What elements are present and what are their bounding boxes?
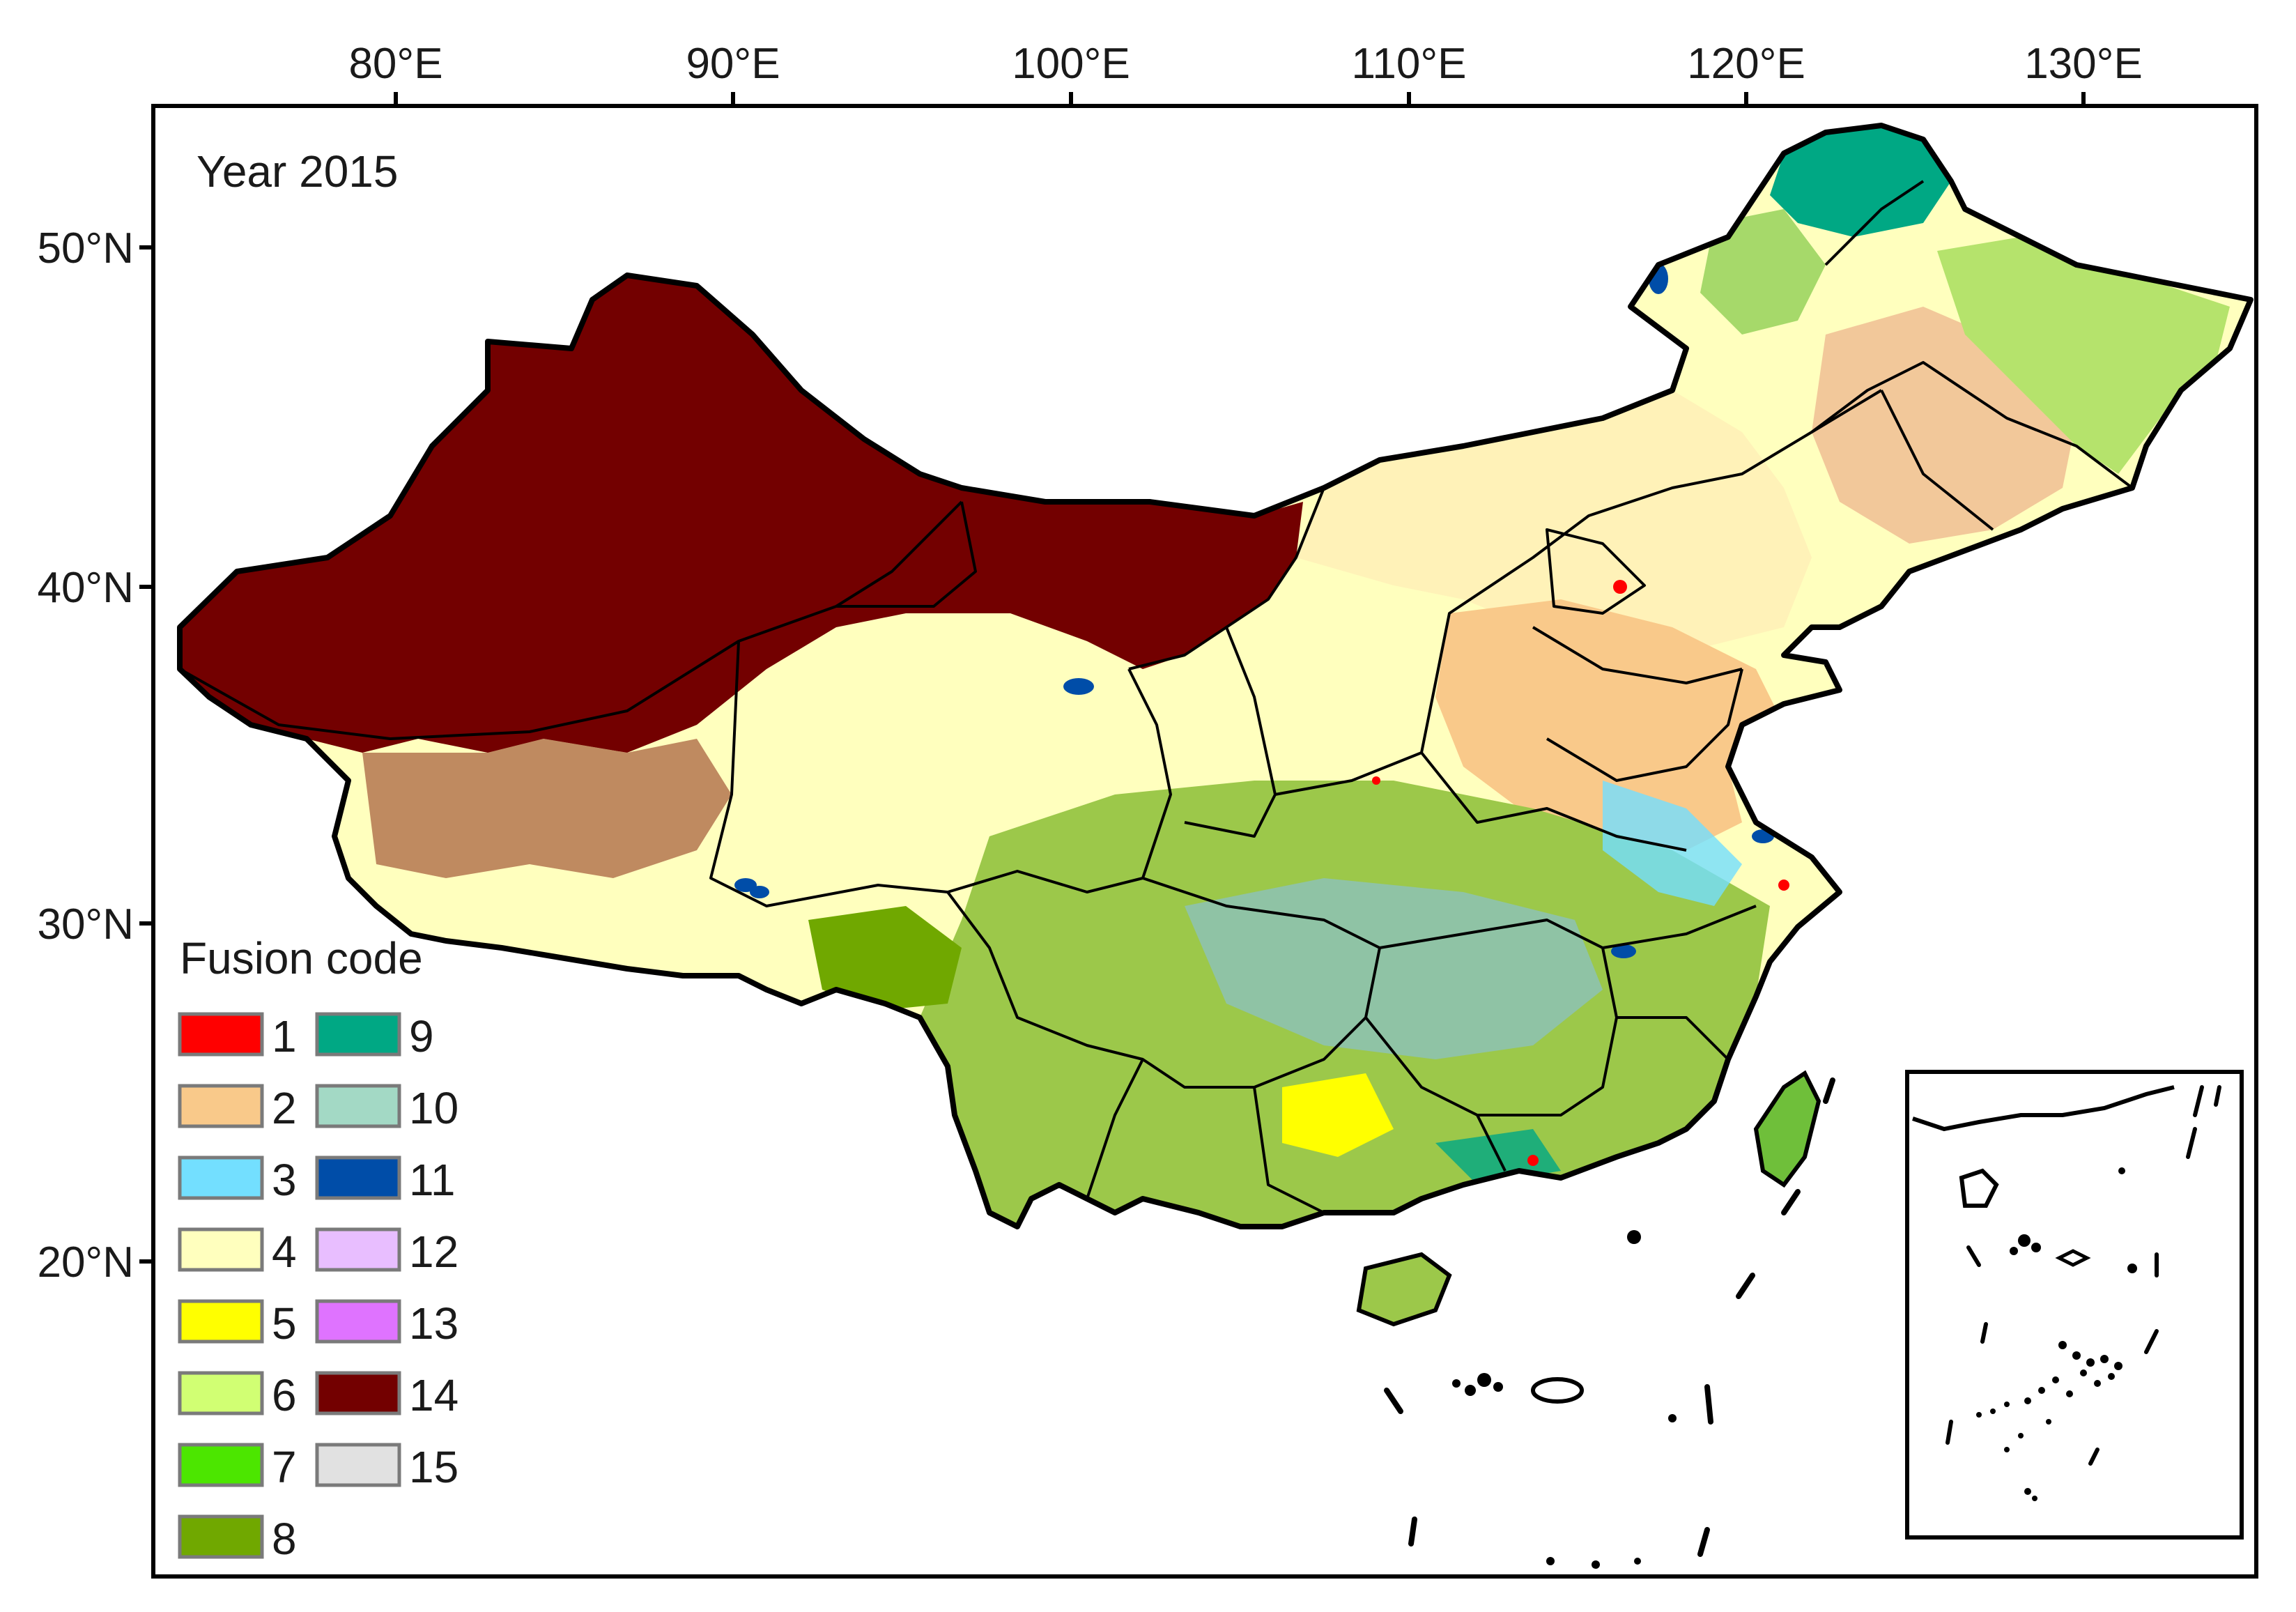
legend-item-6: 6	[178, 1370, 297, 1420]
legend-item-10: 10	[315, 1083, 459, 1133]
legend-swatch	[178, 1371, 264, 1415]
inset-map	[1905, 1070, 2244, 1540]
legend-swatch	[178, 1443, 264, 1487]
legend-swatch	[315, 1012, 401, 1057]
legend-item-12: 12	[315, 1227, 459, 1277]
legend-item-4: 4	[178, 1227, 297, 1277]
legend-code: 13	[409, 1298, 459, 1349]
legend-title: Fusion code	[180, 933, 423, 983]
legend-swatch	[178, 1012, 264, 1057]
legend-swatch	[178, 1084, 264, 1128]
dash-segments	[1384, 1077, 1835, 1557]
legend-item-11: 11	[315, 1155, 455, 1205]
legend-code: 7	[272, 1442, 297, 1492]
legend-code: 1	[272, 1011, 297, 1061]
lon-label: 100°E	[1012, 40, 1130, 88]
legend-code: 6	[272, 1370, 297, 1420]
latitude-labels: 50°N 40°N 30°N 20°N	[37, 224, 134, 1287]
lon-label: 90°E	[686, 40, 780, 88]
legend-code: 5	[272, 1298, 297, 1349]
legend-item-3: 3	[178, 1155, 297, 1205]
legend-item-5: 5	[178, 1298, 297, 1349]
legend-swatch	[178, 1156, 264, 1200]
legend-swatch	[178, 1299, 264, 1344]
lat-label: 20°N	[37, 1238, 134, 1287]
province-boundaries	[179, 180, 2134, 1214]
legend-code: 3	[272, 1155, 297, 1205]
taiwan-island	[1753, 1070, 1821, 1188]
hainan-island	[1356, 1252, 1452, 1327]
legend-swatch	[315, 1299, 401, 1344]
lon-label: 110°E	[1352, 40, 1467, 88]
legend-item-1: 1	[178, 1011, 297, 1061]
legend-item-7: 7	[178, 1442, 297, 1492]
legend-item-13: 13	[315, 1298, 459, 1349]
legend-code: 15	[409, 1442, 459, 1492]
lon-label: 130°E	[2024, 40, 2143, 88]
lat-label: 40°N	[37, 564, 134, 612]
region-code-14	[180, 275, 1303, 753]
legend-item-9: 9	[315, 1011, 434, 1061]
lat-label: 50°N	[37, 224, 134, 272]
legend-swatch	[315, 1227, 401, 1272]
legend-code: 4	[272, 1227, 297, 1277]
legend-item-15: 15	[315, 1442, 459, 1492]
legend-swatch	[315, 1443, 401, 1487]
year-label: Year 2015	[197, 146, 398, 197]
legend-swatch	[315, 1156, 401, 1200]
islands	[1356, 1070, 1821, 1569]
legend-swatch	[178, 1514, 264, 1559]
axis-ticks	[139, 92, 2086, 1264]
legend-swatch	[315, 1371, 401, 1415]
lat-label: 30°N	[37, 900, 134, 949]
legend-code: 11	[409, 1155, 455, 1205]
longitude-labels: 80°E 90°E 100°E 110°E 120°E 130°E	[348, 40, 2142, 88]
legend-code: 9	[409, 1011, 434, 1061]
lon-label: 80°E	[348, 40, 442, 88]
legend-code: 12	[409, 1227, 459, 1277]
legend-code: 2	[272, 1083, 297, 1133]
legend-code: 10	[409, 1083, 459, 1133]
legend-item-2: 2	[178, 1083, 297, 1133]
legend-swatch	[315, 1084, 401, 1128]
legend-swatch	[178, 1227, 264, 1272]
legend-code: 8	[272, 1514, 297, 1564]
legend-item-14: 14	[315, 1370, 459, 1420]
inset-frame	[1905, 1070, 2244, 1540]
legend-code: 14	[409, 1370, 459, 1420]
lon-label: 120°E	[1687, 40, 1805, 88]
legend-item-8: 8	[178, 1514, 297, 1564]
